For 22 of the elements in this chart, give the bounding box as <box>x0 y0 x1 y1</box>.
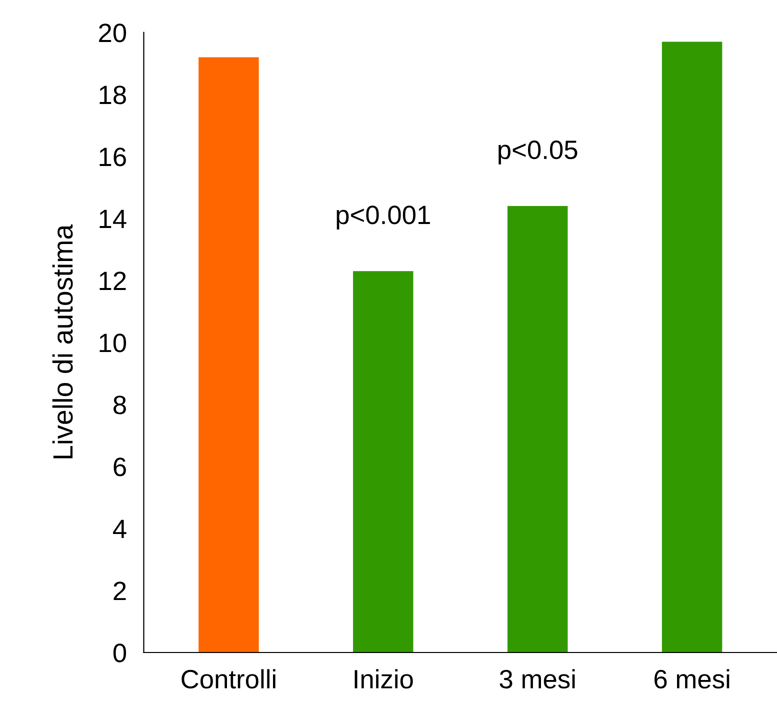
y-tick-label: 2 <box>114 582 126 600</box>
bar <box>198 57 259 653</box>
y-axis-title: Livello di autostima <box>52 224 73 458</box>
y-tick-label: 16 <box>100 148 126 166</box>
y-tick-label: 4 <box>113 520 126 538</box>
y-tick-label: 18 <box>100 86 126 104</box>
y-tick-label: 0 <box>113 644 126 662</box>
annotation: p<0.05 <box>498 140 578 164</box>
annotation: p<0.001 <box>336 206 430 230</box>
bar <box>507 206 568 653</box>
y-tick-label: 6 <box>114 458 126 476</box>
x-tick-label: Inizio <box>354 669 413 689</box>
y-tick-label: 20 <box>99 24 126 42</box>
x-tick-label: 6 mesi <box>654 669 730 689</box>
y-tick-label: 8 <box>114 396 126 414</box>
y-tick-label: 14 <box>100 210 126 228</box>
bar <box>662 42 722 653</box>
x-tick-label: Controlli <box>182 669 276 689</box>
bar <box>353 271 414 653</box>
y-tick-label: 10 <box>100 334 126 352</box>
x-tick-label: 3 mesi <box>500 669 575 689</box>
y-tick-label: 12 <box>100 272 126 290</box>
